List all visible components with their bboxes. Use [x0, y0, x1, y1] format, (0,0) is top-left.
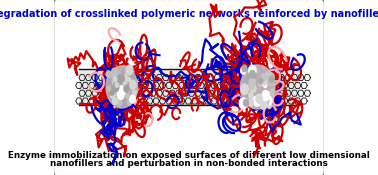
Circle shape	[243, 99, 248, 106]
Circle shape	[125, 82, 130, 89]
Circle shape	[127, 69, 133, 76]
Circle shape	[118, 90, 124, 99]
Circle shape	[122, 80, 128, 88]
Circle shape	[117, 76, 121, 82]
Circle shape	[261, 99, 264, 104]
Circle shape	[243, 99, 249, 107]
Circle shape	[126, 65, 133, 75]
Circle shape	[250, 95, 254, 102]
Circle shape	[258, 81, 262, 86]
Circle shape	[262, 90, 270, 101]
Circle shape	[124, 81, 130, 88]
Circle shape	[127, 83, 132, 89]
Circle shape	[269, 76, 274, 83]
Circle shape	[106, 71, 111, 77]
Circle shape	[253, 73, 256, 78]
Circle shape	[253, 96, 260, 106]
Circle shape	[242, 65, 247, 72]
Circle shape	[249, 79, 255, 87]
Circle shape	[126, 94, 129, 99]
Circle shape	[271, 88, 274, 93]
Bar	[79, 69, 299, 105]
Circle shape	[113, 90, 117, 97]
Circle shape	[130, 80, 136, 89]
Circle shape	[261, 73, 266, 81]
Circle shape	[130, 95, 135, 103]
Ellipse shape	[106, 66, 138, 108]
Circle shape	[250, 84, 254, 89]
Circle shape	[120, 86, 126, 95]
Circle shape	[107, 86, 111, 91]
Circle shape	[118, 80, 125, 90]
Circle shape	[249, 70, 255, 78]
FancyBboxPatch shape	[53, 0, 325, 175]
Circle shape	[113, 98, 118, 105]
Circle shape	[113, 77, 117, 82]
Circle shape	[263, 94, 269, 102]
Circle shape	[266, 96, 272, 105]
Circle shape	[251, 85, 256, 92]
Circle shape	[266, 93, 270, 97]
Circle shape	[262, 95, 268, 104]
Circle shape	[260, 96, 266, 105]
Circle shape	[124, 84, 128, 89]
Circle shape	[254, 98, 260, 106]
Circle shape	[123, 82, 127, 88]
Circle shape	[261, 80, 265, 86]
Circle shape	[239, 98, 247, 109]
Circle shape	[249, 99, 254, 106]
Circle shape	[262, 96, 269, 106]
Text: nanofillers and perturbation in non-bonded interactions: nanofillers and perturbation in non-bond…	[50, 159, 328, 169]
Circle shape	[256, 94, 262, 103]
Circle shape	[263, 83, 266, 88]
Circle shape	[263, 74, 269, 81]
Circle shape	[260, 101, 267, 109]
Circle shape	[125, 85, 130, 92]
Circle shape	[133, 90, 136, 95]
Circle shape	[124, 85, 129, 92]
Circle shape	[113, 98, 117, 103]
Circle shape	[259, 78, 263, 84]
Circle shape	[256, 96, 264, 107]
Circle shape	[241, 67, 246, 74]
Circle shape	[260, 80, 263, 85]
Circle shape	[262, 80, 266, 86]
Circle shape	[267, 103, 271, 108]
Circle shape	[268, 73, 274, 82]
Circle shape	[249, 65, 256, 75]
Circle shape	[249, 92, 253, 98]
Circle shape	[261, 78, 267, 85]
Circle shape	[246, 75, 252, 84]
Circle shape	[113, 80, 118, 86]
Circle shape	[113, 79, 119, 88]
Circle shape	[110, 92, 115, 98]
Circle shape	[123, 82, 127, 87]
Circle shape	[241, 84, 248, 94]
Circle shape	[113, 89, 118, 95]
Circle shape	[266, 92, 271, 100]
Circle shape	[115, 83, 119, 87]
Circle shape	[120, 83, 127, 93]
Circle shape	[117, 99, 122, 106]
Text: Degradation of crosslinked polymeric networks reinforced by nanofillers: Degradation of crosslinked polymeric net…	[0, 9, 378, 19]
Circle shape	[125, 77, 131, 85]
Circle shape	[270, 91, 274, 97]
Text: Enzyme immobilization on exposed surfaces of different low dimensional: Enzyme immobilization on exposed surface…	[8, 150, 370, 159]
Circle shape	[113, 69, 118, 77]
Circle shape	[113, 83, 119, 91]
Circle shape	[127, 100, 131, 106]
Circle shape	[250, 78, 255, 84]
Circle shape	[117, 75, 124, 85]
Circle shape	[109, 87, 115, 95]
Circle shape	[125, 73, 128, 78]
Circle shape	[112, 68, 119, 78]
Ellipse shape	[240, 65, 275, 109]
